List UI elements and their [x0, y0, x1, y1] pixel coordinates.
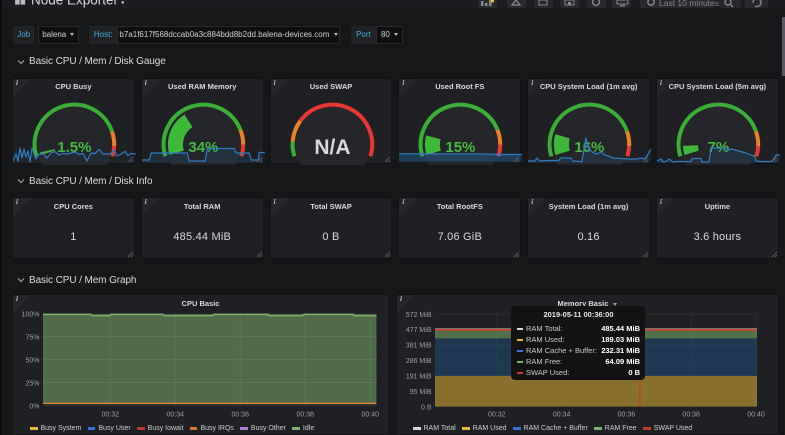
svg-text:00:32: 00:32 [488, 412, 506, 419]
svg-text:00:38: 00:38 [682, 412, 700, 419]
svg-text:N/A: N/A [314, 136, 350, 159]
svg-text:15%: 15% [446, 139, 476, 156]
svg-text:75%: 75% [25, 334, 39, 341]
svg-text:00:32: 00:32 [102, 412, 120, 419]
svg-text:Last 10 minutes: Last 10 minutes [659, 0, 719, 8]
svg-text:100%: 100% [22, 311, 40, 318]
svg-text:286 MiB: 286 MiB [406, 358, 432, 365]
svg-text:7%: 7% [708, 139, 730, 156]
svg-text:0%: 0% [29, 403, 39, 410]
svg-text:00:36: 00:36 [232, 412, 250, 419]
svg-text:477 MiB: 477 MiB [406, 327, 432, 334]
svg-text:191 MiB: 191 MiB [406, 374, 432, 381]
svg-text:50%: 50% [25, 357, 39, 364]
svg-text:95 MiB: 95 MiB [410, 389, 432, 396]
svg-text:00:34: 00:34 [553, 412, 571, 419]
svg-text:381 MiB: 381 MiB [406, 343, 432, 350]
svg-text:Node Exporter: Node Exporter [31, 0, 119, 8]
svg-text:00:38: 00:38 [297, 412, 315, 419]
svg-text:00:40: 00:40 [362, 412, 380, 419]
svg-text:00:34: 00:34 [167, 412, 185, 419]
svg-text:1.5%: 1.5% [57, 139, 91, 156]
svg-text:0 B: 0 B [421, 404, 432, 411]
svg-text:00:36: 00:36 [618, 412, 636, 419]
svg-text:34%: 34% [188, 139, 218, 156]
svg-text:572 MiB: 572 MiB [406, 312, 432, 319]
svg-text:25%: 25% [25, 380, 39, 387]
svg-text:00:40: 00:40 [747, 412, 765, 419]
